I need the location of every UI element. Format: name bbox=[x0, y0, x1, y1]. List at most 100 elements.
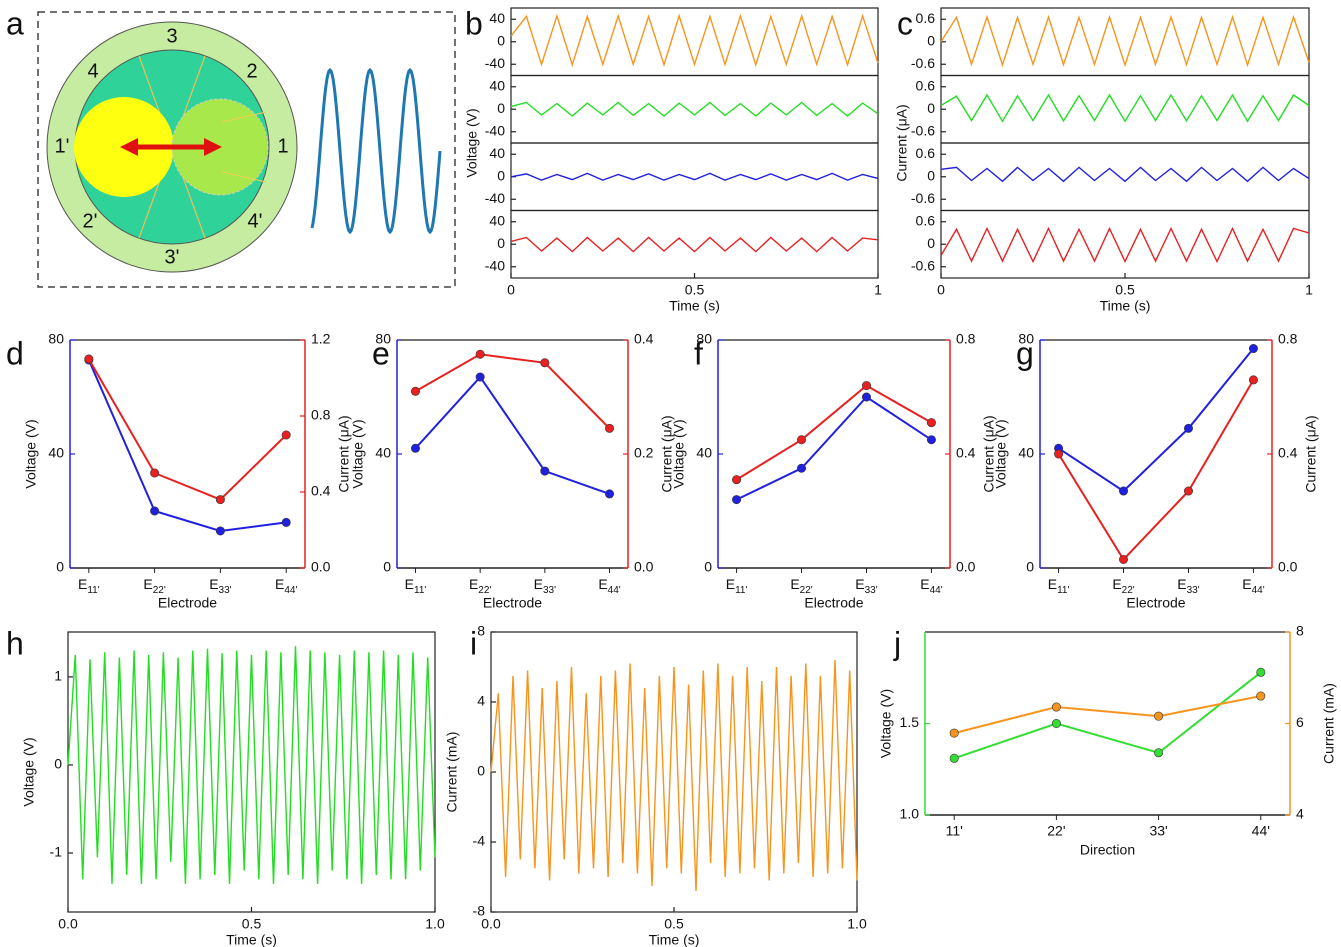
label-subscript: 22' bbox=[478, 585, 491, 596]
y-tick-label: 0.0 bbox=[956, 559, 976, 575]
trace bbox=[940, 93, 1310, 123]
plot-frame bbox=[510, 74, 879, 144]
axis-title: Voltage (V) bbox=[671, 419, 687, 488]
y-tick-label: 0.4 bbox=[1278, 445, 1298, 461]
y-tick-label: 0.0 bbox=[311, 559, 331, 575]
label-subscript: 44' bbox=[930, 585, 943, 596]
point bbox=[410, 386, 420, 396]
electrode-number: 4' bbox=[248, 210, 263, 232]
y-tick-label: 0.4 bbox=[311, 483, 331, 499]
label-main: E bbox=[598, 576, 607, 592]
label-main: E bbox=[469, 576, 478, 592]
y-tick-label: 40 bbox=[489, 145, 505, 161]
electrode-number: 4 bbox=[87, 60, 98, 82]
point bbox=[926, 418, 936, 428]
sine-wave bbox=[310, 67, 442, 235]
x-tick-label: E11' bbox=[78, 576, 100, 596]
y-tick-label: 40 bbox=[489, 212, 505, 228]
panel-letter: h bbox=[6, 625, 24, 661]
panel-letter: e bbox=[372, 335, 390, 371]
panel-letter: c bbox=[897, 5, 913, 41]
y-tick-label: 0.0 bbox=[634, 559, 654, 575]
label-subscript: 22' bbox=[153, 585, 166, 596]
y-tick-label: 0 bbox=[54, 756, 62, 772]
electrode-number: 2 bbox=[246, 60, 257, 82]
point bbox=[1154, 711, 1164, 721]
label-main: E bbox=[143, 576, 152, 592]
label-main: E bbox=[209, 576, 218, 592]
y-tick-label: 0.6 bbox=[916, 145, 936, 161]
y-tick-label: 8 bbox=[477, 623, 485, 639]
label-main: E bbox=[920, 576, 929, 592]
trace bbox=[510, 236, 879, 253]
y-tick-label: 0.6 bbox=[916, 212, 936, 228]
x-tick-label: E44' bbox=[1242, 576, 1264, 596]
y-tick-label: 0 bbox=[927, 32, 935, 48]
y-tick-label: 40 bbox=[48, 445, 64, 461]
point bbox=[732, 495, 742, 505]
y-tick-label: -8 bbox=[473, 903, 486, 919]
y-tick-label: 1.0 bbox=[900, 806, 920, 822]
axis-title: Voltage (V) bbox=[878, 689, 894, 758]
y-tick-label: 0 bbox=[497, 235, 505, 251]
x-tick-label: 0.5 bbox=[685, 282, 705, 298]
axis-title: Voltage (V) bbox=[993, 419, 1009, 488]
point bbox=[1183, 486, 1193, 496]
x-tick-label: E22' bbox=[790, 576, 812, 596]
axis-title: Current (μA) bbox=[894, 104, 910, 181]
y-tick-label: 0 bbox=[927, 100, 935, 116]
point bbox=[1054, 449, 1064, 459]
panel-letter: f bbox=[694, 335, 703, 371]
point bbox=[281, 430, 291, 440]
point bbox=[150, 468, 160, 478]
panel-letter: b bbox=[465, 5, 483, 41]
y-tick-label: 40 bbox=[489, 10, 505, 26]
axis-title: Current (mA) bbox=[444, 732, 460, 813]
label-subscript: 44' bbox=[608, 585, 621, 596]
y-tick-label: 80 bbox=[1018, 331, 1034, 347]
axis-title: Time (s) bbox=[649, 932, 700, 947]
x-tick-label: E22' bbox=[143, 576, 165, 596]
x-tick-label: 0.0 bbox=[58, 916, 78, 932]
x-tick-label: 0 bbox=[937, 282, 945, 298]
arrow-head bbox=[204, 138, 222, 156]
panel-a: a 3 2 4 1' 1 2' 4' 3' bbox=[6, 5, 456, 288]
trace bbox=[510, 172, 879, 181]
x-tick-label: E33' bbox=[1177, 576, 1199, 596]
point bbox=[861, 392, 871, 402]
y-tick-label: 1 bbox=[54, 668, 62, 684]
x-tick-label: 0.5 bbox=[242, 916, 262, 932]
point bbox=[1248, 344, 1258, 354]
point bbox=[215, 526, 225, 536]
point bbox=[1119, 554, 1129, 564]
y-tick-label: 40 bbox=[1018, 445, 1034, 461]
axis-title: Direction bbox=[1080, 842, 1135, 858]
y-tick-label: 0.6 bbox=[916, 10, 936, 26]
x-tick-label: 1.0 bbox=[847, 916, 867, 932]
point bbox=[1256, 667, 1266, 677]
trace bbox=[940, 166, 1310, 183]
x-tick-label: 0.5 bbox=[664, 916, 684, 932]
panel-letter: d bbox=[6, 335, 24, 371]
series-line bbox=[415, 353, 611, 430]
trace bbox=[510, 101, 879, 117]
trace bbox=[510, 13, 879, 68]
trace bbox=[940, 226, 1310, 264]
series-line bbox=[87, 358, 287, 501]
x-tick-label: 44' bbox=[1252, 823, 1270, 839]
label-subscript: 44' bbox=[284, 585, 297, 596]
point bbox=[475, 349, 485, 359]
y-tick-label: 40 bbox=[375, 445, 391, 461]
point bbox=[215, 495, 225, 505]
x-tick-label: E11' bbox=[1048, 576, 1070, 596]
y-tick-label: 0 bbox=[704, 559, 712, 575]
electrode-number: 1' bbox=[55, 135, 70, 157]
series-line bbox=[736, 395, 932, 501]
y-tick-label: -0.6 bbox=[911, 257, 935, 273]
arrow-head bbox=[120, 138, 138, 156]
axis-title: Electrode bbox=[158, 595, 217, 611]
y-tick-label: -0.6 bbox=[911, 55, 935, 71]
point bbox=[281, 517, 291, 527]
axis-title: Electrode bbox=[804, 595, 863, 611]
y-tick-label: 0 bbox=[56, 559, 64, 575]
